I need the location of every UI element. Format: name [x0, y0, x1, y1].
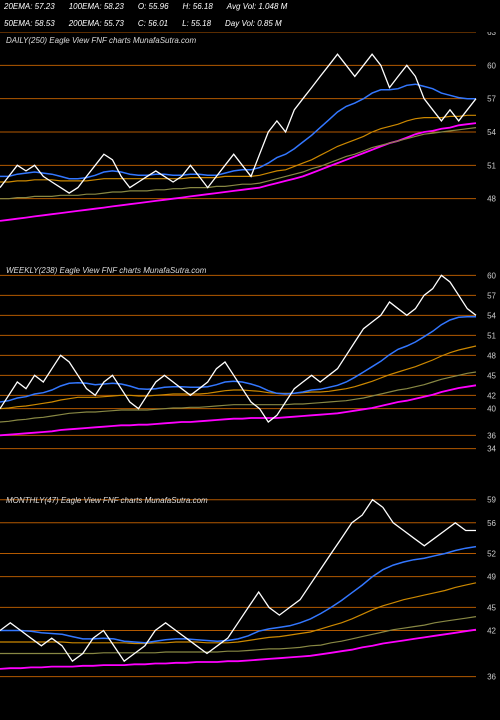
svg-text:60: 60: [487, 271, 496, 280]
svg-text:36: 36: [487, 673, 496, 682]
ema-line: [0, 630, 476, 669]
svg-text:59: 59: [487, 496, 496, 505]
ema-line: [0, 583, 476, 644]
svg-text:60: 60: [487, 61, 496, 70]
chart-svg: 34 36 40 42 45 48 51 54 57 60: [0, 262, 500, 462]
svg-text:40: 40: [487, 405, 496, 414]
info-item: Day Vol: 0.85 M: [225, 19, 282, 28]
svg-text:34: 34: [487, 445, 496, 454]
info-item: 20EMA: 57.23: [4, 2, 55, 11]
panel-title: WEEKLY(238) Eagle View FNF charts Munafa…: [6, 266, 206, 275]
svg-text:49: 49: [487, 573, 496, 582]
svg-text:45: 45: [487, 603, 496, 612]
svg-text:54: 54: [487, 128, 496, 137]
panel-title: MONTHLY(47) Eagle View FNF charts Munafa…: [6, 496, 208, 505]
svg-text:56: 56: [487, 519, 496, 528]
svg-text:54: 54: [487, 311, 496, 320]
info-bar: 20EMA: 57.23 100EMA: 58.23 O: 55.96 H: 56.1…: [0, 0, 500, 30]
panel-title: DAILY(250) Eagle View FNF charts MunafaS…: [6, 36, 196, 45]
info-item: 200EMA: 55.73: [69, 19, 124, 28]
ema-line: [0, 372, 476, 422]
chart-panel: MONTHLY(47) Eagle View FNF charts Munafa…: [0, 492, 500, 692]
svg-text:42: 42: [487, 626, 496, 635]
svg-text:45: 45: [487, 371, 496, 380]
svg-text:63: 63: [487, 32, 496, 37]
info-item: 100EMA: 58.23: [69, 2, 124, 11]
svg-text:57: 57: [487, 291, 496, 300]
info-item: L: 55.18: [182, 19, 211, 28]
svg-text:52: 52: [487, 550, 496, 559]
ema-line: [0, 385, 476, 435]
svg-text:42: 42: [487, 391, 496, 400]
price-line: [0, 54, 476, 193]
info-item: C: 56.01: [138, 19, 168, 28]
price-line: [0, 275, 476, 422]
chart-panel: WEEKLY(238) Eagle View FNF charts Munafa…: [0, 262, 500, 462]
info-item: Avg Vol: 1.048 M: [227, 2, 287, 11]
svg-text:57: 57: [487, 95, 496, 104]
ema-line: [0, 123, 476, 221]
chart-panel: DAILY(250) Eagle View FNF charts MunafaS…: [0, 32, 500, 232]
info-item: O: 55.96: [138, 2, 169, 11]
chart-svg: 48 51 54 57 60 63: [0, 32, 500, 232]
panels-container: DAILY(250) Eagle View FNF charts MunafaS…: [0, 32, 500, 692]
ema-line: [0, 115, 476, 182]
chart-svg: 36 42 45 49 52 56 59: [0, 492, 500, 692]
svg-text:51: 51: [487, 161, 496, 170]
info-item: H: 56.18: [183, 2, 213, 11]
svg-text:51: 51: [487, 331, 496, 340]
info-item: 50EMA: 58.53: [4, 19, 55, 28]
svg-text:36: 36: [487, 431, 496, 440]
svg-text:48: 48: [487, 351, 496, 360]
svg-text:48: 48: [487, 195, 496, 204]
